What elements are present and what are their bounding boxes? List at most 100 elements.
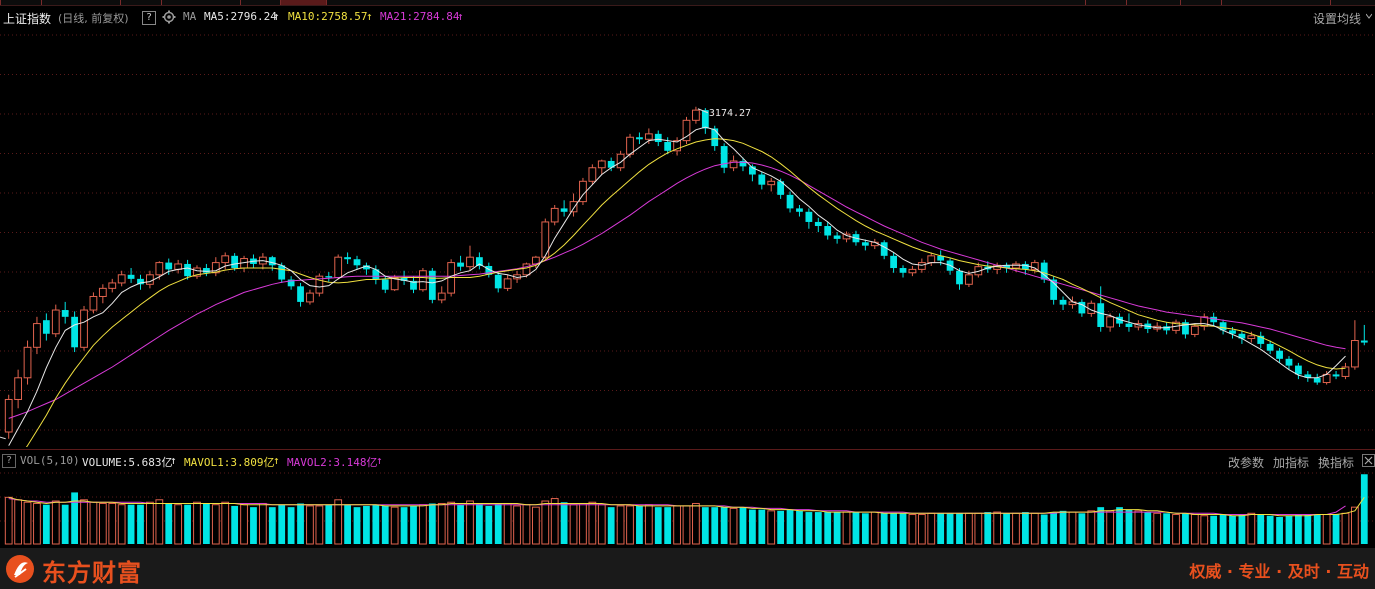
- set-ma-button[interactable]: 设置均线: [1312, 12, 1361, 26]
- volume-bar: [1332, 514, 1340, 544]
- price-grid: [0, 34, 1375, 431]
- candle-body: [1012, 263, 1020, 269]
- volume-bar: [447, 501, 456, 545]
- volume-bar: [550, 498, 559, 545]
- candle-body: [880, 242, 888, 256]
- volume-bar: [597, 504, 606, 545]
- volume-bar: [1040, 514, 1048, 544]
- candle-body: [692, 109, 700, 121]
- volume-bar: [560, 502, 568, 544]
- strip-tab[interactable]: [0, 0, 42, 5]
- candle-body: [1285, 358, 1293, 366]
- vol-label[interactable]: VOL(5,10): [20, 454, 80, 467]
- volume-bar: [1003, 513, 1010, 544]
- volume-bars: [4, 474, 1368, 545]
- volume-bar: [1182, 513, 1189, 544]
- strip-tab[interactable]: [1330, 0, 1375, 5]
- volume-value: VOLUME:5.683亿: [82, 456, 173, 469]
- period-label[interactable]: (日线, 前复权): [58, 12, 129, 25]
- candle-body: [221, 255, 230, 264]
- candle-body: [1190, 325, 1199, 335]
- candle-body: [334, 256, 343, 279]
- volume-bar: [1190, 514, 1199, 545]
- volume-help-button[interactable]: ?: [2, 454, 16, 468]
- volume-bar: [513, 505, 521, 545]
- strip-tab-active[interactable]: [280, 0, 327, 5]
- candle-body: [796, 208, 803, 212]
- candle-body: [1022, 263, 1029, 270]
- candle-body: [1229, 330, 1236, 334]
- candle-body: [965, 274, 973, 285]
- candle-body: [1341, 366, 1350, 377]
- volume-bar: [880, 513, 888, 544]
- candle-body: [363, 265, 370, 270]
- volume-bar: [927, 512, 936, 545]
- change-params-button[interactable]: 改参数: [1228, 456, 1265, 470]
- volume-bar: [842, 511, 851, 545]
- candle-body: [1304, 374, 1312, 378]
- candle-body: [673, 140, 681, 152]
- volume-bar: [193, 501, 201, 545]
- volume-bar: [824, 512, 832, 544]
- close-icon[interactable]: [1362, 454, 1375, 467]
- gear-icon[interactable]: [162, 10, 176, 27]
- candle-body: [485, 265, 493, 275]
- volume-bar: [579, 502, 587, 545]
- ma5-value: MA5:2796.24: [204, 10, 277, 23]
- volume-bar: [908, 514, 917, 545]
- volume-bar: [315, 505, 324, 545]
- volume-bar: [974, 512, 983, 545]
- candle-body: [51, 309, 60, 335]
- volume-bar: [777, 510, 785, 544]
- volume-bar: [861, 513, 869, 544]
- volume-chart[interactable]: [0, 471, 1375, 545]
- ma21-value: MA21:2784.84: [380, 10, 460, 23]
- candle-body: [814, 221, 822, 227]
- mavol1-line: [8, 496, 1365, 517]
- candle-body: [805, 211, 813, 222]
- eastmoney-logo: [6, 555, 34, 583]
- volume-bar: [466, 500, 474, 545]
- volume-bar: [61, 504, 69, 544]
- candle-body: [98, 287, 107, 297]
- volume-bar: [268, 507, 276, 544]
- candle-body: [786, 194, 794, 209]
- candle-body: [1059, 299, 1067, 305]
- candle-body: [1350, 340, 1359, 368]
- strip-tab[interactable]: [1180, 0, 1222, 5]
- price-chart[interactable]: 3174.272689.70: [0, 27, 1375, 447]
- volume-bar: [1219, 514, 1227, 544]
- candle-body: [1313, 377, 1321, 383]
- volume-bar: [221, 501, 230, 545]
- candle-body: [184, 263, 191, 277]
- strip-tab[interactable]: [120, 0, 162, 5]
- volume-bar: [673, 505, 681, 545]
- candle-body: [597, 160, 606, 169]
- ma5-line: [8, 126, 1346, 446]
- volume-bar: [127, 504, 135, 544]
- volume-bar: [428, 503, 436, 544]
- volume-bar: [165, 503, 173, 544]
- volume-bar: [1350, 506, 1359, 545]
- index-name[interactable]: 上证指数: [3, 12, 52, 26]
- candle-body: [89, 295, 98, 311]
- strip-tab[interactable]: [1085, 0, 1127, 5]
- volume-bar: [739, 507, 747, 544]
- help-button[interactable]: ?: [142, 11, 156, 25]
- strip-tab[interactable]: [240, 0, 282, 5]
- candle-body: [1116, 316, 1123, 324]
- volume-bar: [1295, 514, 1302, 544]
- candle-body: [569, 201, 578, 213]
- volume-bar: [33, 502, 41, 545]
- chevron-down-icon[interactable]: [1365, 11, 1373, 21]
- candle-body: [1276, 350, 1283, 359]
- candle-body: [890, 255, 897, 269]
- add-indicator-button[interactable]: 加指标: [1273, 456, 1310, 470]
- volume-bar: [1257, 514, 1265, 544]
- top-tab-strip: [0, 0, 1375, 6]
- switch-indicator-button[interactable]: 换指标: [1318, 456, 1355, 470]
- candle-body: [937, 255, 945, 261]
- volume-bar: [1125, 509, 1133, 544]
- candle-body: [767, 180, 776, 186]
- volume-bar: [1285, 515, 1293, 544]
